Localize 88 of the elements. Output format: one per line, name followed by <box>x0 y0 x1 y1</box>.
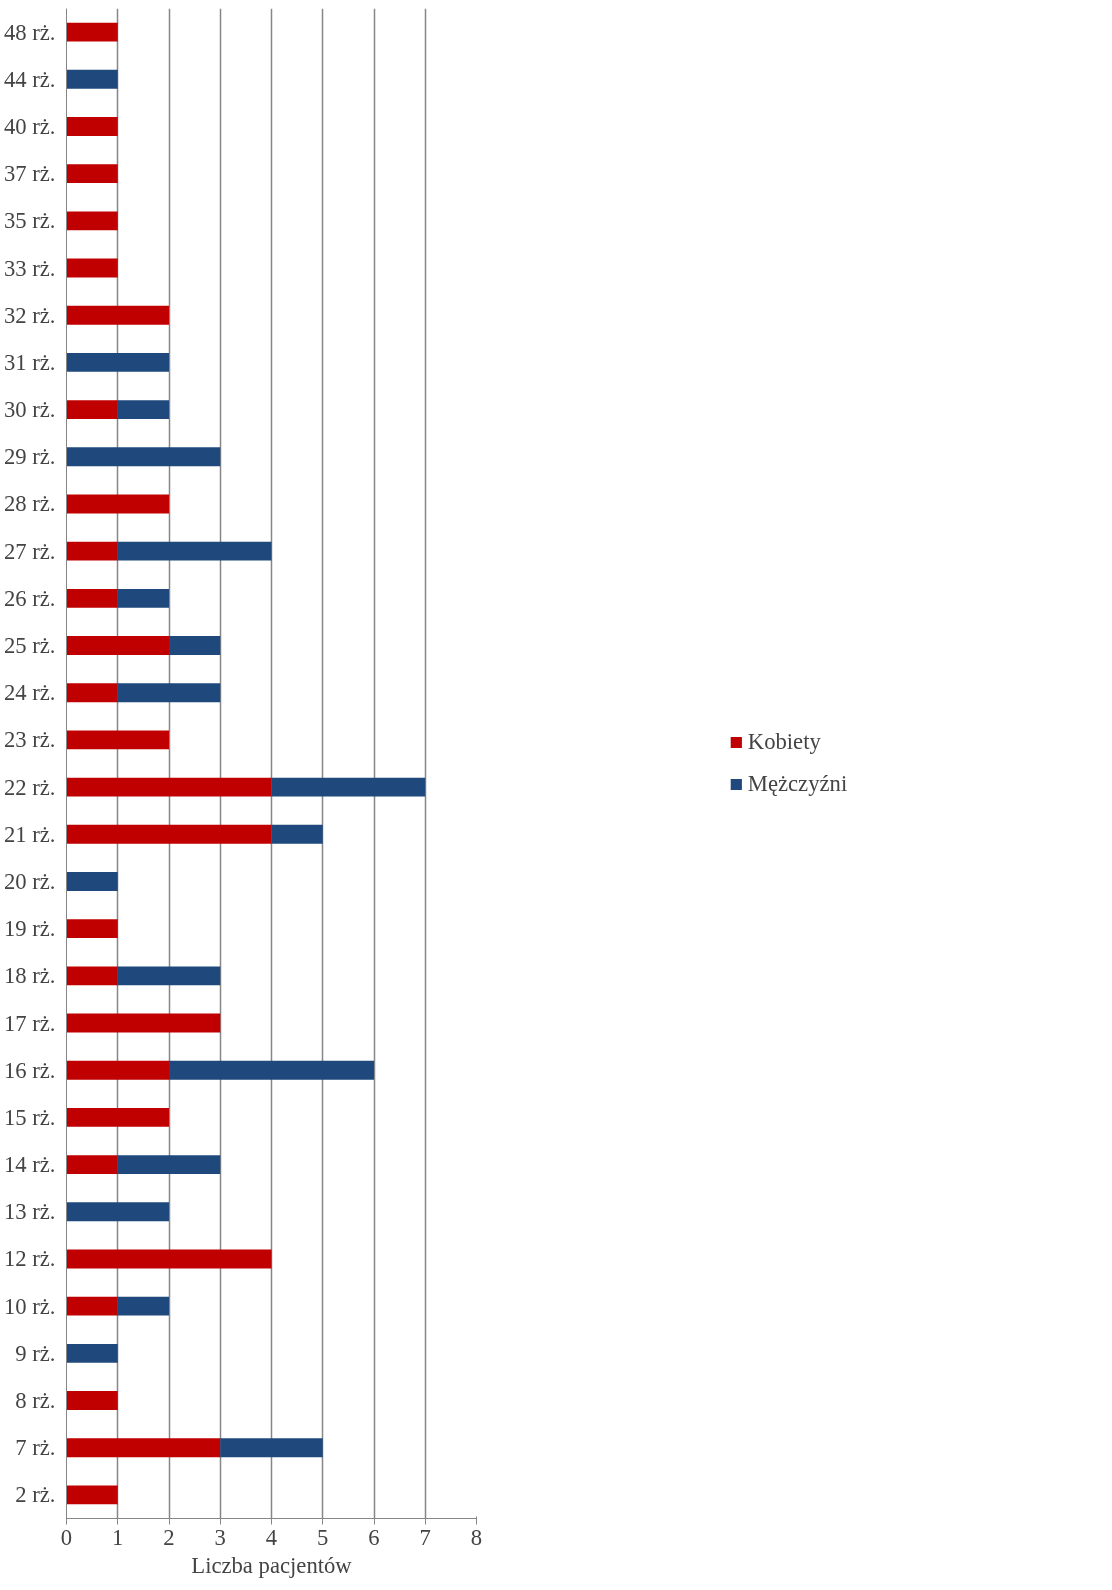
y-tick-label: 7 rż. <box>15 1435 56 1461</box>
bar <box>66 683 118 703</box>
bar <box>117 400 169 420</box>
y-tick-label: 18 rż. <box>3 963 56 989</box>
bar <box>169 1060 374 1080</box>
bar <box>66 69 118 89</box>
y-tick-label: 30 rż. <box>3 397 56 423</box>
y-tick-label: 10 rż. <box>3 1293 56 1319</box>
y-tick-label: 24 rż. <box>3 680 56 706</box>
bar <box>66 1060 169 1080</box>
y-tick-label: 40 rż. <box>3 113 56 139</box>
bar <box>66 400 118 420</box>
y-tick-label: 20 rż. <box>3 868 56 894</box>
y-tick-label: 35 rż. <box>3 208 56 234</box>
bar <box>66 636 169 655</box>
y-tick-label: 31 rż. <box>3 349 56 375</box>
bar <box>117 1155 221 1175</box>
y-tick-label: 22 rż. <box>3 774 56 800</box>
y-tick-label: 29 rż. <box>3 444 56 470</box>
bar <box>66 777 272 797</box>
bar <box>66 966 118 986</box>
bar <box>66 1107 169 1127</box>
bar <box>66 1155 118 1175</box>
bar <box>66 1202 169 1222</box>
y-tick-label: 37 rż. <box>3 161 56 187</box>
y-tick-label: 9 rż. <box>15 1340 56 1366</box>
bar <box>66 22 118 42</box>
y-tick-label: 13 rż. <box>3 1199 56 1225</box>
bar <box>66 258 118 278</box>
bar <box>66 305 169 325</box>
x-tick-label: 3 <box>214 1524 226 1550</box>
y-tick-label: 48 rż. <box>3 19 56 45</box>
bar <box>271 777 426 797</box>
bar <box>66 1391 118 1410</box>
x-tick-label: 4 <box>265 1524 278 1550</box>
y-tick-label: 27 rż. <box>3 538 56 564</box>
y-tick-label: 17 rż. <box>3 1010 56 1036</box>
bar <box>66 352 169 372</box>
bar <box>66 1249 272 1269</box>
bar <box>117 588 169 608</box>
x-axis-title: Liczba pacjentów <box>191 1552 353 1578</box>
y-tick-label: 44 rż. <box>3 66 56 92</box>
bar <box>66 1013 221 1033</box>
bar <box>66 494 169 514</box>
bar <box>117 541 272 561</box>
x-tick-label: 8 <box>470 1524 483 1550</box>
bar <box>66 541 118 561</box>
bar <box>220 1438 323 1458</box>
bar <box>66 919 118 939</box>
y-tick-label: 23 rż. <box>3 727 56 753</box>
bar <box>117 1296 169 1316</box>
y-tick-label: 12 rż. <box>3 1246 56 1272</box>
bar <box>271 824 323 844</box>
x-tick-label: 5 <box>317 1524 329 1550</box>
y-tick-label: 2 rż. <box>15 1482 56 1508</box>
y-tick-label: 8 rż. <box>15 1388 56 1414</box>
x-tick-label: 2 <box>163 1524 175 1550</box>
x-tick-label: 6 <box>368 1524 380 1550</box>
bar <box>66 211 118 231</box>
y-tick-label: 14 rż. <box>3 1152 56 1178</box>
bar <box>117 683 221 703</box>
y-tick-label: 33 rż. <box>3 255 56 281</box>
bar <box>66 730 169 750</box>
bar <box>66 1343 118 1363</box>
bar <box>66 824 272 844</box>
bar <box>66 872 118 891</box>
bar <box>66 1485 118 1505</box>
bar <box>66 447 221 467</box>
x-tick-label: 1 <box>112 1524 124 1550</box>
bar <box>66 588 118 608</box>
x-tick-label: 0 <box>60 1524 73 1550</box>
y-tick-label: 21 rż. <box>3 821 56 847</box>
legend-label: Mężczyźni <box>747 771 848 797</box>
x-tick-label: 7 <box>419 1524 431 1550</box>
bar <box>66 164 118 184</box>
legend-label: Kobiety <box>747 729 821 755</box>
bar <box>66 1438 221 1458</box>
bar <box>66 117 118 136</box>
y-tick-label: 16 rż. <box>3 1057 56 1083</box>
bar <box>66 1296 118 1316</box>
bar <box>117 966 221 986</box>
y-tick-label: 19 rż. <box>3 916 56 942</box>
y-tick-label: 26 rż. <box>3 585 56 611</box>
bar <box>169 636 221 655</box>
y-tick-label: 25 rż. <box>3 633 56 659</box>
y-tick-label: 28 rż. <box>3 491 56 517</box>
y-tick-label: 32 rż. <box>3 302 56 328</box>
y-tick-label: 15 rż. <box>3 1104 56 1130</box>
